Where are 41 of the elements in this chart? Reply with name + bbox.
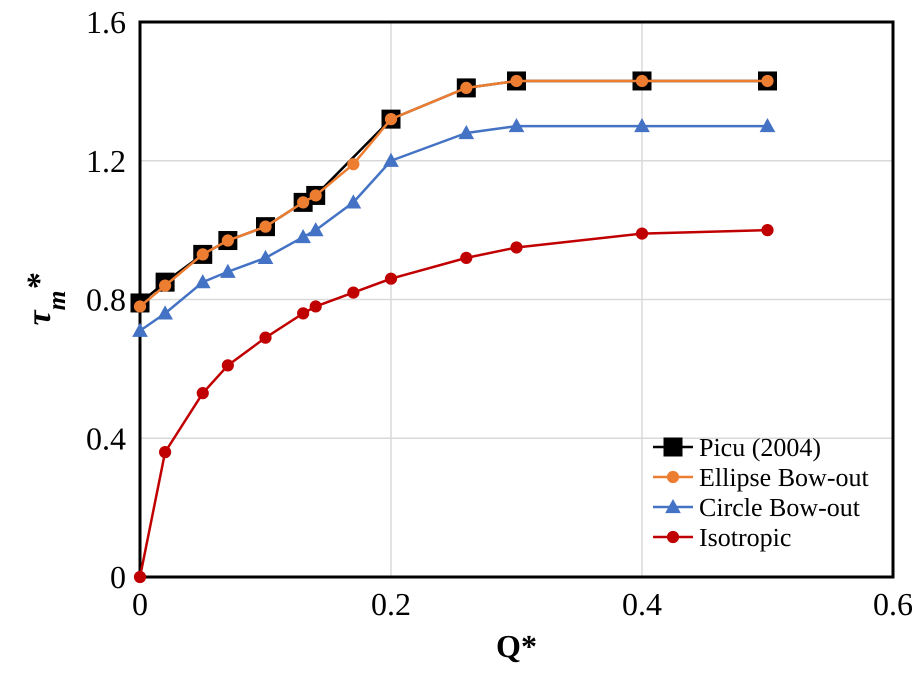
- point: [634, 118, 650, 132]
- point: [296, 230, 311, 244]
- point: [346, 194, 361, 208]
- point: [158, 306, 173, 320]
- x-tick-label: 0.6: [873, 586, 913, 622]
- point: [159, 446, 172, 458]
- point: [761, 224, 774, 236]
- x-tick-label: 0: [132, 586, 148, 622]
- point: [222, 359, 234, 372]
- y-tick-label: 0.4: [86, 420, 126, 456]
- point: [195, 274, 210, 288]
- y-tick-label: 0.8: [86, 282, 126, 318]
- point: [196, 387, 209, 400]
- x-tick-label: 0.4: [622, 586, 662, 622]
- legend-label: Circle Bow-out: [699, 493, 861, 522]
- point: [509, 118, 524, 132]
- point: [310, 300, 322, 313]
- point: [347, 286, 360, 299]
- point: [134, 570, 146, 584]
- point: [347, 158, 360, 170]
- x-axis-title: Q*: [496, 628, 537, 664]
- point: [220, 264, 236, 278]
- y-tick-label: 1.6: [86, 4, 126, 40]
- legend-label: Ellipse Bow-out: [699, 463, 870, 492]
- y-tick-label: 1.2: [86, 142, 126, 179]
- point: [308, 222, 324, 236]
- point: [132, 323, 148, 337]
- point: [510, 241, 523, 254]
- point: [760, 118, 775, 132]
- point: [460, 252, 472, 264]
- point: [636, 227, 648, 240]
- point: [259, 332, 272, 344]
- legend-label: Isotropic: [699, 523, 792, 552]
- point: [297, 307, 310, 320]
- point: [384, 153, 398, 167]
- point: [384, 272, 398, 285]
- x-tick-label: 0.2: [371, 586, 411, 622]
- y-tick-label: 0: [110, 559, 126, 596]
- point: [258, 250, 273, 264]
- point: [458, 126, 474, 140]
- legend-label: Picu (2004): [699, 433, 822, 462]
